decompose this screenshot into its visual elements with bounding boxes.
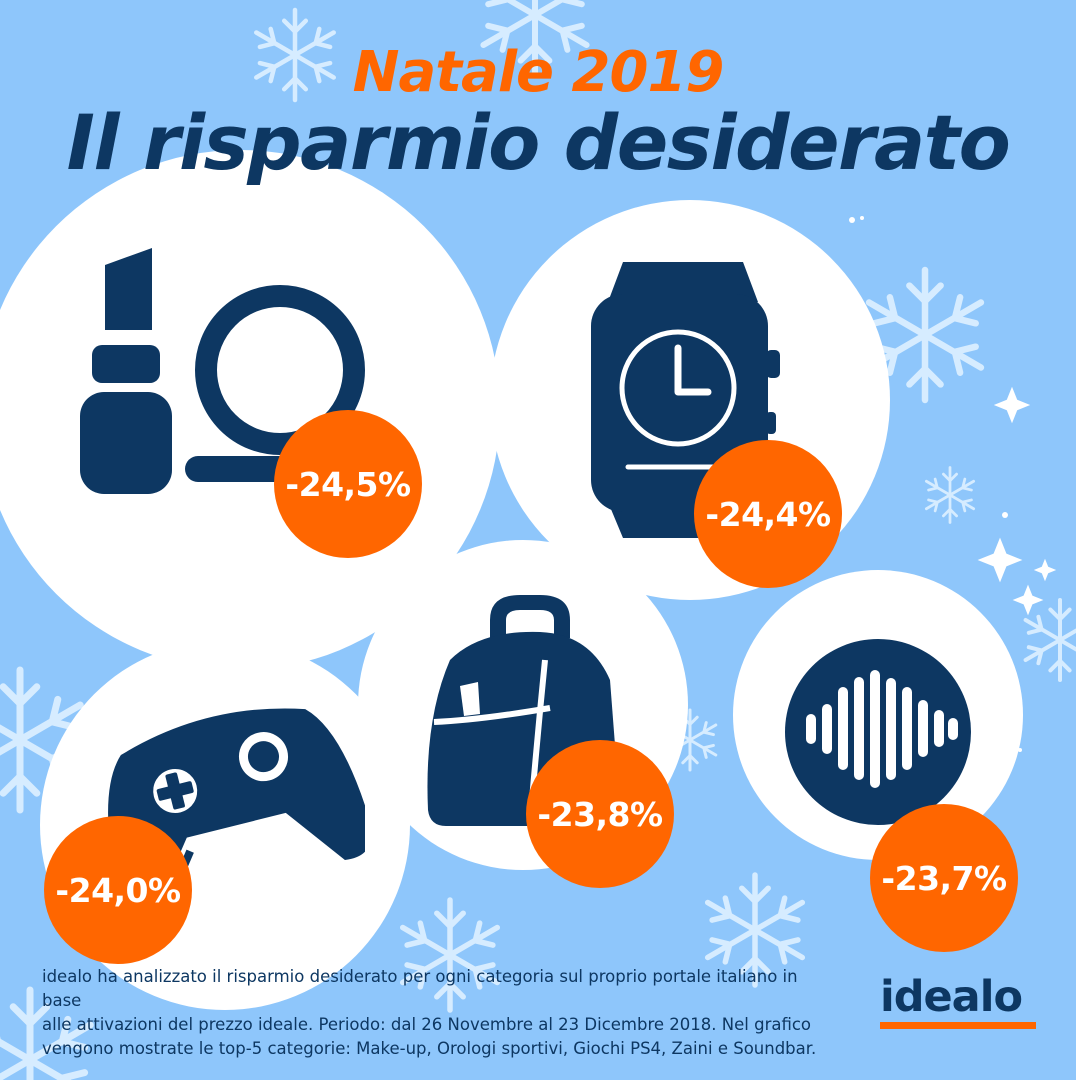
title-main: Il risparmio desiderato [66, 98, 1011, 187]
discount-badge-backpacks: -23,8% [526, 740, 674, 888]
discount-badge-watches: -24,4% [694, 440, 842, 588]
footnote-line: idealo ha analizzato il risparmio deside… [42, 967, 798, 1010]
star-icon [1012, 584, 1044, 616]
snowflake-icon [1026, 600, 1076, 680]
star-icon [1033, 558, 1057, 582]
star-icon [993, 386, 1031, 424]
snowflake-icon [924, 466, 976, 524]
title-year: Natale 2019 [352, 40, 725, 105]
footnote-line: alle attivazioni del prezzo ideale. Peri… [42, 1015, 812, 1034]
discount-badge-ps4-games: -24,0% [44, 816, 192, 964]
footnote-line: vengono mostrate le top-5 categorie: Mak… [42, 1039, 817, 1058]
footnote: idealo ha analizzato il risparmio deside… [42, 965, 842, 1061]
logo-underline [880, 1022, 1036, 1029]
idealo-logo: idealo [880, 974, 1040, 1029]
discount-badge-makeup: -24,5% [274, 410, 422, 558]
star-icon [977, 537, 1023, 583]
logo-text: idealo [880, 972, 1023, 1022]
soundwave-icon [785, 639, 971, 825]
discount-badge-soundbar: -23,7% [870, 804, 1018, 952]
